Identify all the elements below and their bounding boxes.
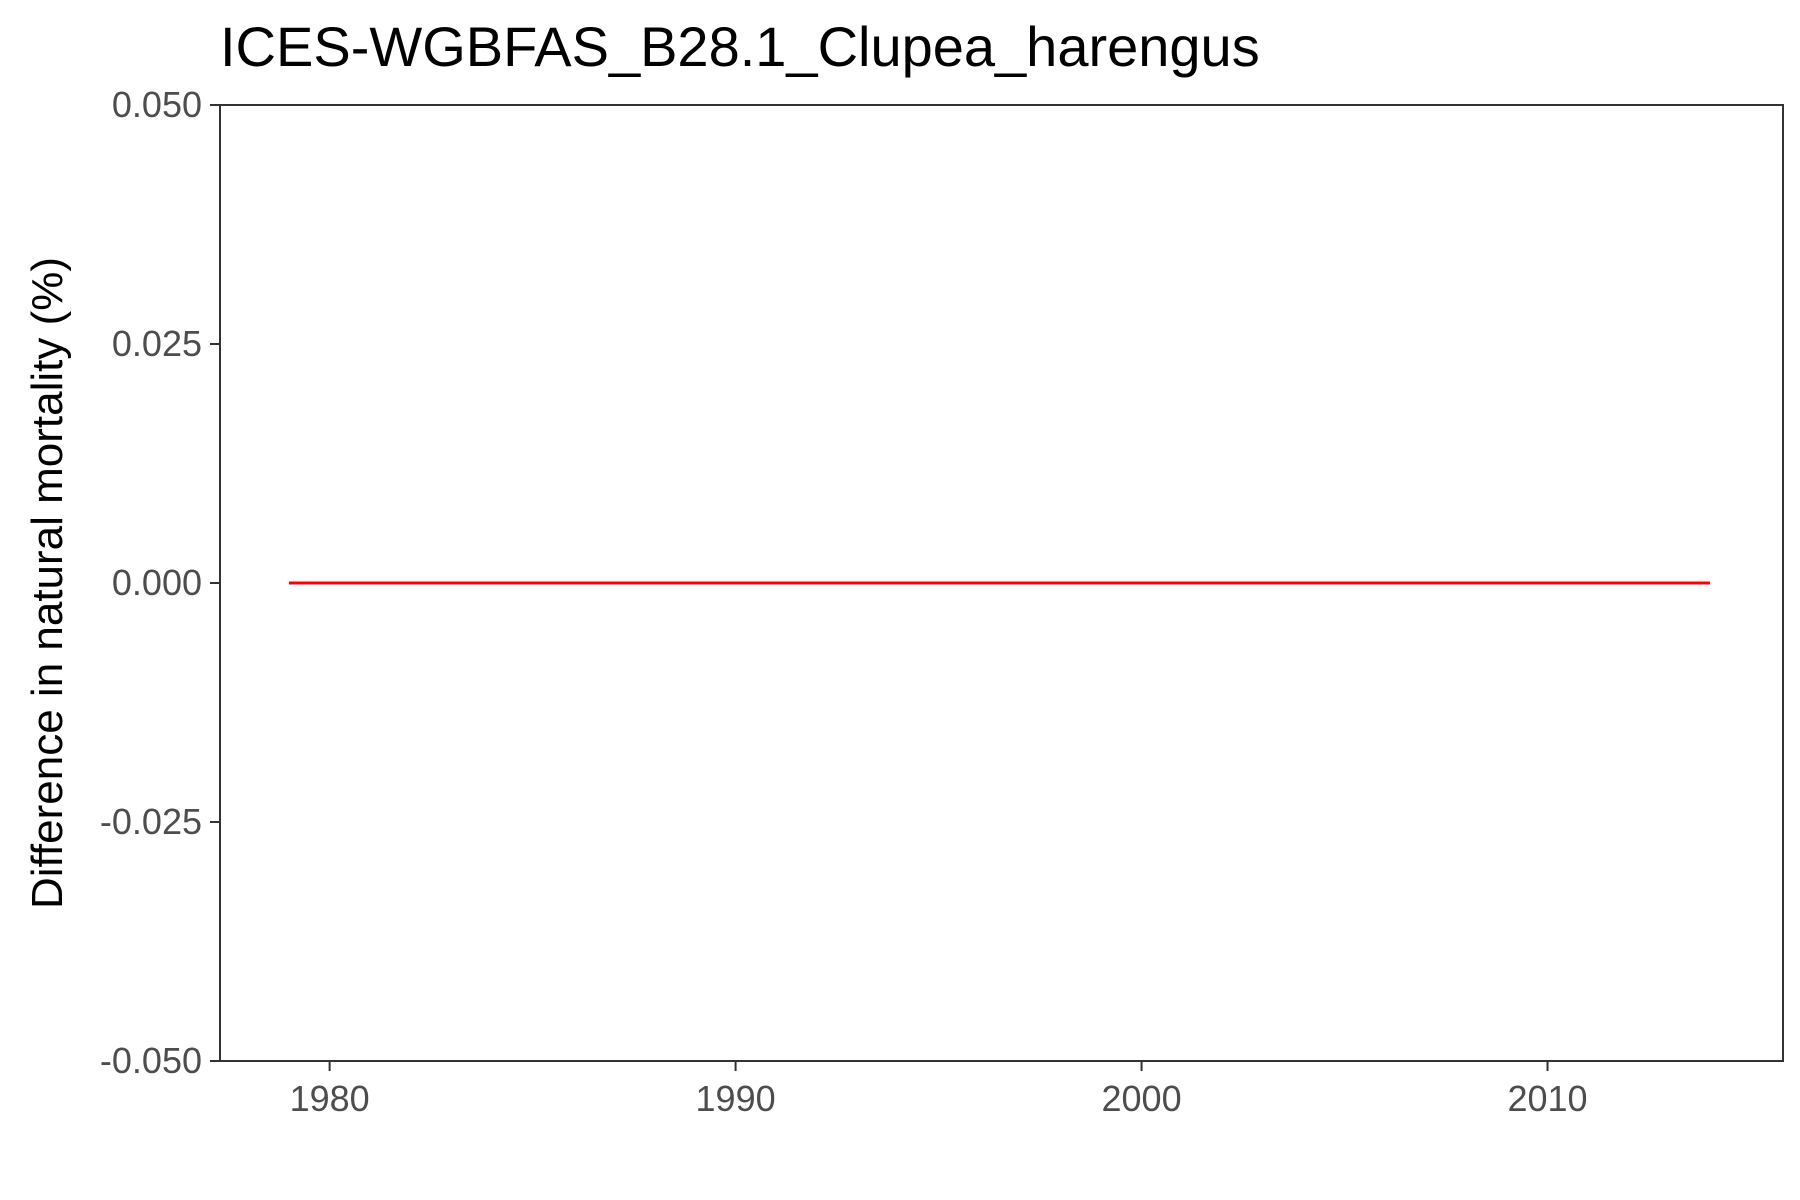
y-tick-label: -0.025: [100, 801, 202, 842]
y-tick-label: 0.050: [112, 84, 202, 125]
x-tick-label: 2000: [1102, 1078, 1182, 1119]
x-tick-label: 1980: [290, 1078, 370, 1119]
x-tick-label: 1990: [696, 1078, 776, 1119]
y-tick-label: -0.050: [100, 1040, 202, 1081]
y-axis-title: Difference in natural mortality (%): [23, 257, 72, 909]
y-axis: -0.050 -0.025 0.000 0.025 0.050: [100, 84, 220, 1081]
x-axis: 1980 1990 2000 2010: [290, 1061, 1588, 1119]
y-tick-label: 0.025: [112, 323, 202, 364]
x-tick-label: 2010: [1507, 1078, 1587, 1119]
chart-title: ICES-WGBFAS_B28.1_Clupea_harengus: [220, 15, 1260, 78]
y-tick-label: 0.000: [112, 562, 202, 603]
